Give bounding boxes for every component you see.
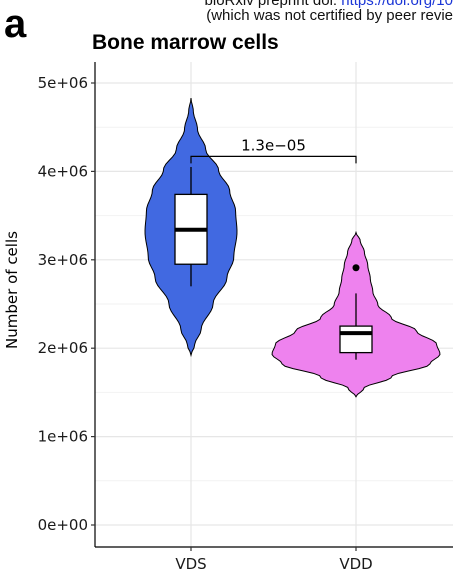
y-tick-label: 2e+06 [38, 339, 88, 357]
y-tick-label: 1e+06 [38, 428, 88, 446]
x-tick-label: VDD [339, 555, 372, 573]
x-tick-label: VDS [175, 555, 206, 573]
y-axis-title: Number of cells [3, 231, 21, 349]
y-tick-label: 0e+00 [38, 516, 88, 534]
peer-review-notice: (which was not certified by peer revie [206, 8, 453, 24]
significance-bracket [190, 155, 357, 164]
outlier-point-vdd [352, 264, 360, 272]
preprint-doi-prefix: bioRxiv preprint doi: [204, 0, 342, 9]
y-tick-label: 3e+06 [38, 251, 88, 269]
preprint-doi-line: bioRxiv preprint doi: https://doi.org/10 [0, 0, 453, 9]
y-tick-label: 5e+06 [38, 74, 88, 92]
doi-link[interactable]: https://doi.org/10 [341, 0, 453, 9]
y-tick-label: 4e+06 [38, 162, 88, 180]
panel-letter: a [4, 2, 27, 46]
chart-title: Bone marrow cells [92, 31, 279, 54]
annotation-layer: 1.3e−05 [190, 136, 357, 164]
box-vdd [339, 325, 373, 354]
axis-layer: 0e+00 1e+06 2e+06 3e+06 4e+06 5e+06 VDS VDD [38, 62, 453, 573]
grid-layer [95, 62, 453, 547]
p-value-label: 1.3e−05 [241, 136, 306, 154]
box-layer [174, 166, 373, 360]
